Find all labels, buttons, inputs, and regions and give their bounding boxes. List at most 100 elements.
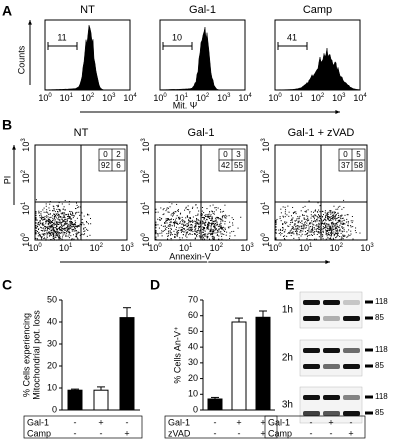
dot — [186, 225, 188, 227]
dot — [275, 220, 277, 222]
dot — [198, 210, 200, 212]
dot — [208, 213, 210, 215]
tick-exp: 0 — [38, 243, 42, 249]
dot — [70, 223, 72, 225]
dot — [310, 217, 312, 219]
dot — [191, 233, 193, 235]
dot — [69, 216, 71, 218]
dot — [187, 228, 189, 230]
dot — [162, 209, 164, 211]
dot — [229, 232, 231, 234]
dot — [75, 234, 77, 236]
dot — [182, 223, 184, 225]
dot — [181, 227, 183, 229]
dot — [330, 220, 332, 222]
dot — [211, 234, 213, 236]
dot — [348, 229, 350, 231]
dot — [314, 214, 316, 216]
condition-sign: + — [98, 417, 103, 427]
bar — [231, 321, 247, 411]
dot — [275, 228, 277, 230]
dot — [48, 221, 50, 223]
dot — [63, 224, 65, 226]
dot — [215, 220, 217, 222]
dot — [44, 215, 46, 217]
dot — [331, 216, 333, 218]
dot — [299, 215, 301, 217]
dot — [194, 233, 196, 235]
dot — [165, 220, 167, 222]
dot — [48, 224, 50, 226]
plot-title: Gal-1 + zVAD — [288, 127, 355, 139]
quadrant-value: 2 — [116, 150, 121, 159]
dot — [335, 208, 337, 210]
dot — [337, 232, 339, 234]
dot — [209, 231, 211, 233]
dot — [81, 223, 83, 225]
dot — [85, 221, 87, 223]
log-tick-label: 100 — [38, 93, 52, 104]
dot — [201, 220, 203, 222]
dot — [339, 228, 341, 230]
dot — [176, 234, 178, 236]
dot — [43, 218, 45, 220]
dot — [69, 220, 71, 222]
dot — [338, 239, 340, 241]
dot — [350, 225, 352, 227]
dot — [328, 219, 330, 221]
dot — [167, 207, 169, 209]
dot — [53, 228, 55, 230]
dot — [70, 239, 72, 241]
dot — [35, 214, 37, 216]
dot — [39, 220, 41, 222]
dot — [335, 213, 337, 215]
dot — [203, 217, 205, 219]
dot — [332, 229, 334, 231]
dot — [325, 224, 327, 226]
dot — [70, 224, 72, 226]
dot — [202, 223, 204, 225]
dot — [207, 224, 209, 226]
dot — [161, 232, 163, 234]
dot — [54, 215, 56, 217]
dot — [280, 239, 282, 241]
dot — [172, 212, 174, 214]
dot — [337, 206, 339, 208]
tick-base: 10 — [360, 243, 370, 253]
dot — [45, 239, 47, 241]
dot — [292, 217, 294, 219]
dot — [210, 227, 212, 229]
dot — [215, 223, 217, 225]
dot — [216, 239, 218, 241]
dot — [48, 221, 50, 223]
dot — [291, 232, 293, 234]
y-axis-label: PI — [2, 176, 12, 185]
dot — [37, 222, 39, 224]
dot — [327, 211, 329, 213]
condition-sign: + — [124, 428, 129, 438]
dot — [304, 231, 306, 233]
dot — [52, 233, 54, 235]
dot — [180, 226, 182, 228]
dot — [282, 230, 284, 232]
dot — [38, 212, 40, 214]
dot — [49, 239, 51, 241]
dot — [336, 226, 338, 228]
y-tick-label: 40 — [47, 316, 57, 326]
dot — [164, 226, 166, 228]
dot — [50, 233, 52, 235]
dot — [338, 226, 340, 228]
dot — [70, 227, 72, 229]
dot — [62, 212, 64, 214]
condition-sign: - — [126, 417, 129, 427]
dot — [69, 212, 71, 214]
dot — [201, 214, 203, 216]
quadrant-value: 5 — [356, 150, 361, 159]
condition-name: Gal-1 — [268, 417, 290, 427]
dot — [328, 229, 330, 231]
dot — [167, 219, 169, 221]
dot — [340, 239, 342, 241]
log-tick-label: 103 — [21, 138, 32, 152]
dot — [42, 219, 44, 221]
